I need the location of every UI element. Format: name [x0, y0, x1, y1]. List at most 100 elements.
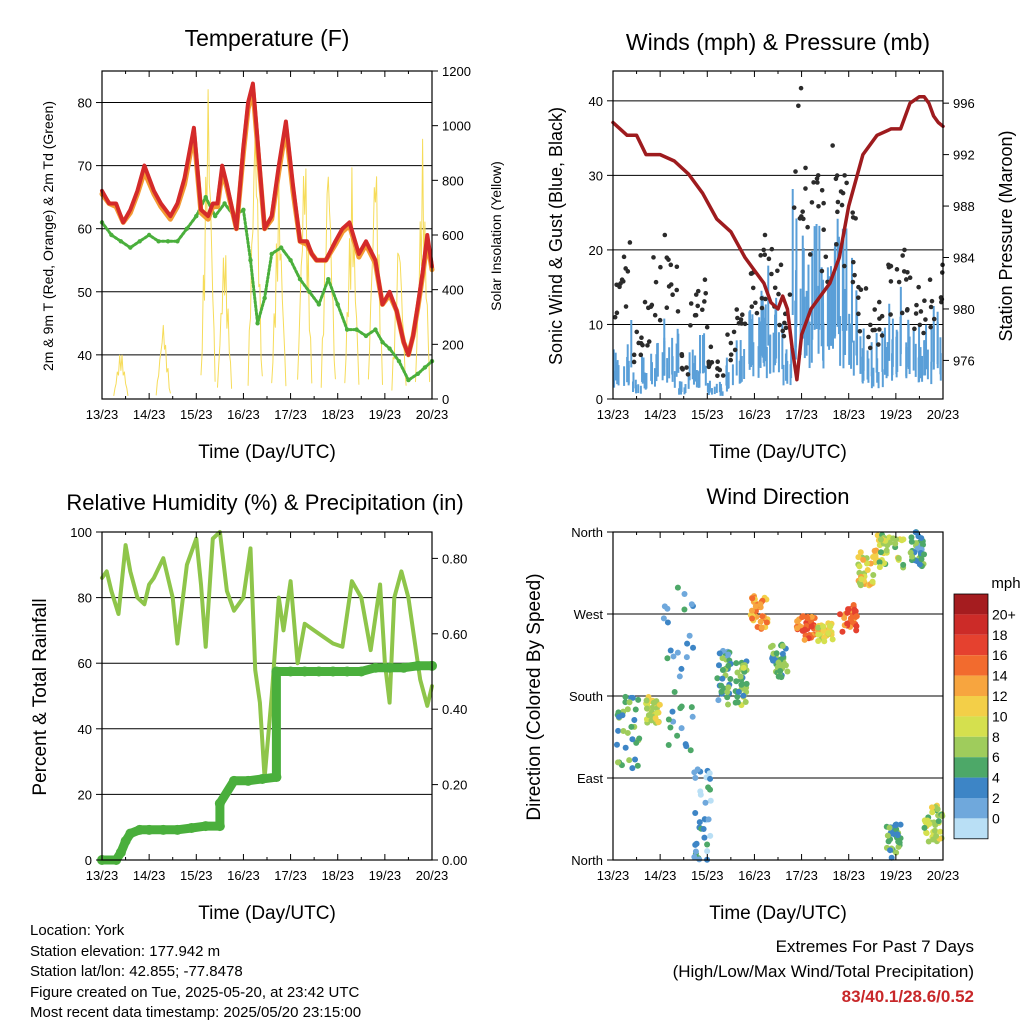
wind-direction-point [724, 689, 731, 696]
wind-direction-point [931, 827, 938, 834]
gust-point [708, 344, 714, 350]
gust-point [649, 302, 655, 308]
wind-direction-point [929, 809, 936, 816]
wind-direction-point [656, 701, 663, 708]
wind-direction-point [804, 615, 811, 622]
gust-point [780, 328, 786, 334]
gust-point [753, 300, 758, 306]
precipitation-point [229, 775, 239, 786]
y-tick-label: 60 [78, 656, 92, 671]
gust-point [807, 252, 813, 257]
precipitation-point [172, 824, 183, 835]
precipitation-point [328, 666, 338, 677]
wind-direction-point [784, 668, 791, 675]
gust-point [704, 324, 710, 330]
wind-direction-point [749, 615, 756, 622]
y2-tick-label: 800 [442, 173, 464, 188]
wind-direction-point [733, 678, 740, 685]
winds-y2label: Station Pressure (Maroon) [996, 130, 1016, 341]
wind-direction-point [839, 628, 846, 635]
gust-point [805, 224, 810, 230]
solar-insolation-spike [200, 89, 216, 382]
figure-created: Figure created on Tue, 2025-05-20, at 23… [30, 983, 360, 1001]
gust-point [896, 279, 902, 285]
wind-direction-point [660, 615, 667, 622]
colorbar-swatch [954, 818, 988, 839]
wind-direction-point [921, 551, 928, 558]
wind-direction-xlabel: Time (Day/UTC) [709, 903, 847, 924]
wind-direction-point [692, 810, 699, 817]
wind-direction-point [935, 818, 942, 825]
gust-point [853, 216, 858, 221]
gust-point [821, 227, 826, 233]
gust-point [913, 311, 919, 316]
wind-direction-point [851, 606, 858, 613]
gust-point [731, 329, 737, 335]
gust-point [638, 352, 644, 358]
gust-point [699, 307, 705, 313]
humidity-axes: 13/23 14/23 15/23 16/23 17/23 18/23 19/23 20/23… [70, 525, 467, 883]
colorbar-label: 10 [992, 708, 1008, 724]
precipitation-point [134, 824, 145, 835]
wind-direction-point [928, 804, 935, 811]
wind-direction-point [881, 560, 888, 567]
wind-direction-point [775, 659, 782, 666]
solar-insolation-spike [344, 167, 360, 385]
x-tick-label: 14/23 [644, 407, 677, 422]
wind-direction-point [665, 716, 672, 723]
gust-point [670, 292, 675, 298]
wind-direction-point [858, 576, 865, 583]
wind-direction-point [719, 675, 726, 682]
gust-point [732, 347, 738, 353]
x-tick-label: 13/23 [597, 868, 630, 883]
wind-direction-point [937, 828, 944, 835]
gust-point [688, 323, 693, 328]
wind-direction-point [683, 743, 690, 750]
x-tick-label: 20/23 [927, 407, 960, 422]
gust-point [931, 316, 937, 322]
wind-direction-point [705, 816, 712, 823]
wind-direction-point [633, 739, 640, 746]
gust-point [657, 317, 663, 323]
gust-point [899, 310, 905, 316]
wind-direction-point [725, 662, 732, 669]
gust-point [840, 190, 846, 196]
gust-point [850, 279, 856, 285]
x-tick-label: 18/23 [832, 407, 865, 422]
x-tick-label: 18/23 [321, 868, 354, 883]
gust-point [877, 316, 882, 321]
gust-point [674, 287, 680, 293]
gust-point [759, 295, 765, 301]
gust-point [835, 199, 841, 205]
speed-colorbar: mph 20+ 18 16 14 12 10 8 6 4 2 0 [953, 575, 1021, 840]
gust-point [876, 299, 882, 305]
precipitation-point [299, 666, 310, 677]
gust-point [664, 305, 670, 311]
humidity-ylabel: Percent & Total Rainfall [30, 598, 51, 795]
wind-direction-point [743, 680, 750, 687]
x-tick-label: 17/23 [785, 407, 818, 422]
gust-point [811, 180, 816, 185]
wind-direction-point [678, 665, 685, 672]
gust-point [709, 360, 715, 365]
humidity-panel: Relative Humidity (%) & Precipitation (i… [30, 490, 467, 924]
wind-direction-point [704, 841, 711, 848]
gust-point [742, 321, 748, 327]
precipitation-point [120, 836, 131, 847]
gust-point [791, 205, 797, 210]
y-tick-label: 10 [589, 317, 603, 332]
y2-tick-label: 600 [442, 228, 464, 243]
wind-direction-point [857, 582, 864, 589]
wind-direction-point [707, 832, 714, 839]
temperature-panel: Temperature (F) Time (Day/UTC) 2m & 9m T… [40, 25, 504, 463]
wind-direction-point [692, 841, 699, 848]
wind-direction-point [863, 560, 870, 567]
wind-direction-point [664, 619, 671, 626]
y-tick-label: 80 [78, 591, 92, 606]
wind-direction-point [674, 649, 681, 656]
precipitation-point [115, 847, 126, 858]
wind-direction-point [629, 765, 636, 772]
gust-point [652, 312, 658, 318]
gust-point [856, 311, 861, 317]
gust-point [662, 232, 668, 238]
